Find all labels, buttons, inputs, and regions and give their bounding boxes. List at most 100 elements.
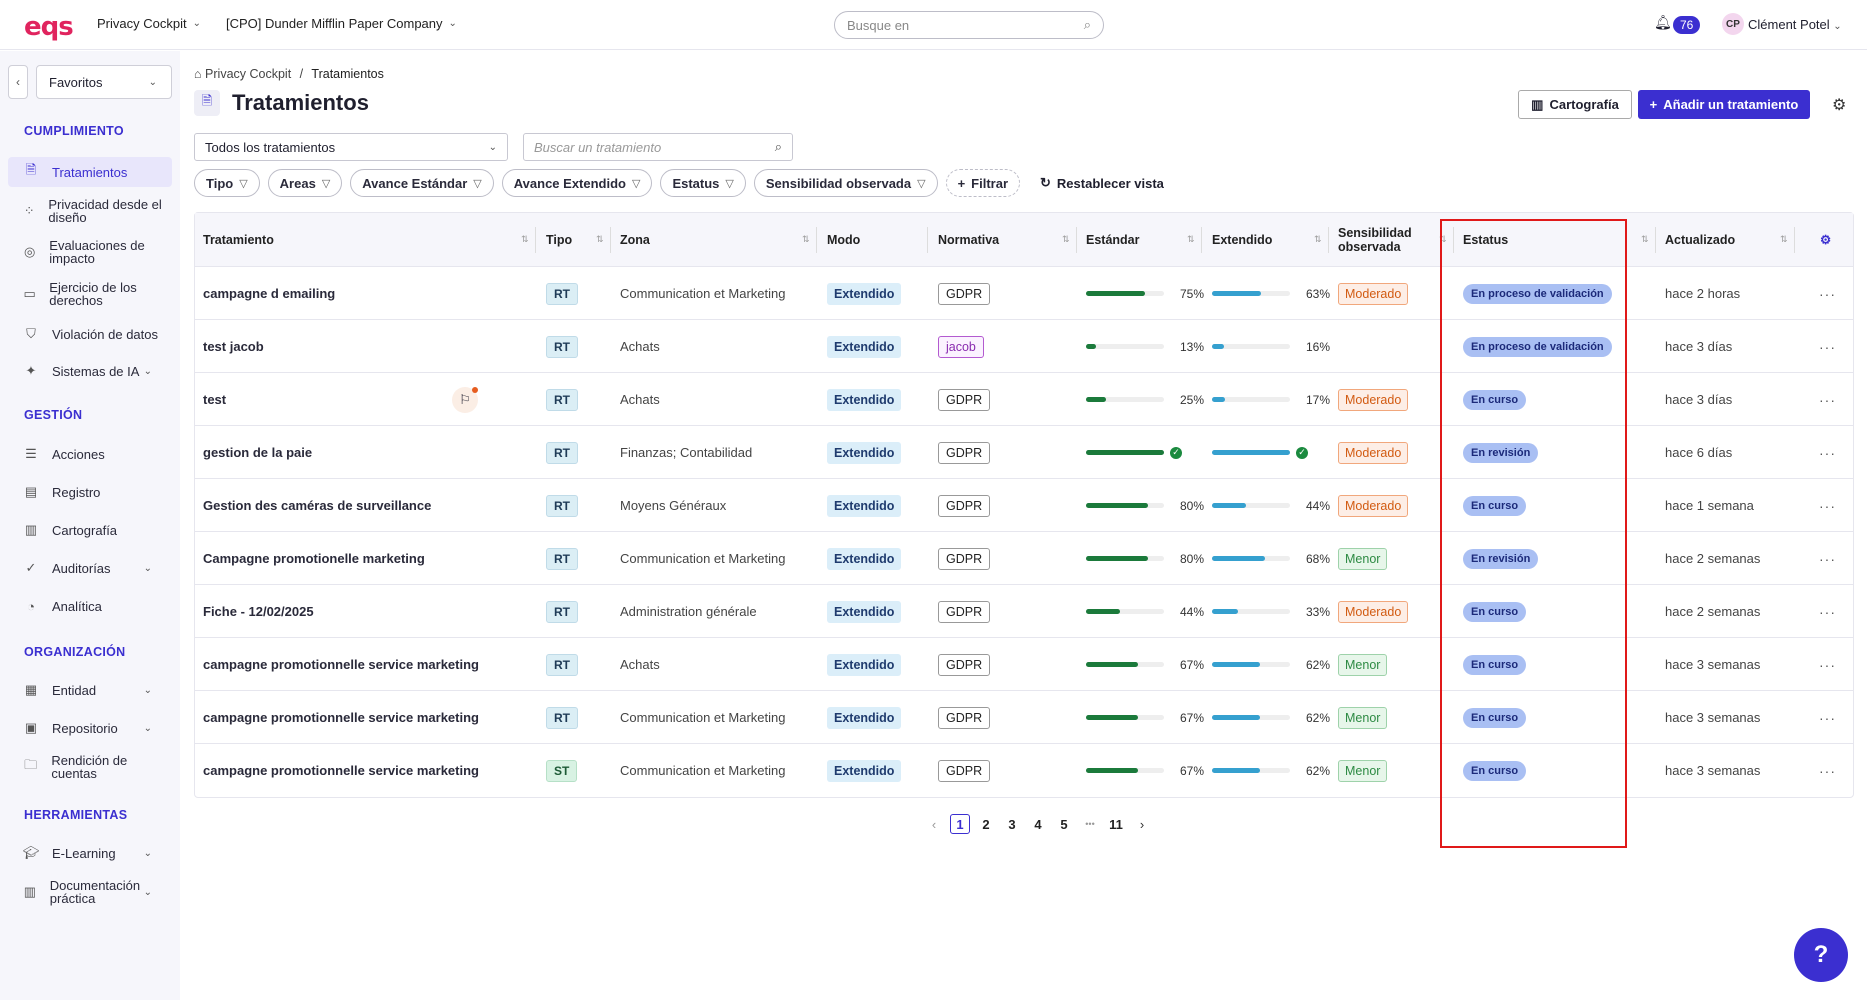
more-options-icon[interactable]: ··· (1819, 444, 1836, 461)
more-options-icon[interactable]: ··· (1819, 338, 1836, 355)
filter-chip-avance-estandar[interactable]: Avance Estándar ▽ (350, 169, 494, 197)
page-4[interactable]: 4 (1034, 816, 1042, 832)
header-sensibilidad[interactable]: Sensibilidad observada (1338, 225, 1412, 254)
treatment-name[interactable]: campagne promotionnelle service marketin… (203, 657, 479, 672)
sidebar-item-evaluaciones[interactable]: ◎ Evaluaciones de impacto (8, 238, 172, 266)
header-extendido[interactable]: Extendido (1212, 232, 1273, 247)
treatment-name[interactable]: test jacob (203, 339, 264, 354)
sidebar-item-acciones[interactable]: ☰ Acciones (8, 444, 172, 464)
breadcrumb-root[interactable]: Privacy Cockpit (205, 67, 292, 81)
filter-chip-areas[interactable]: Areas ▽ (267, 169, 343, 197)
page-1[interactable]: 1 (950, 814, 970, 834)
sidebar-item-privacidad[interactable]: ⁘ Privacidad desde el diseño (8, 197, 172, 225)
sidebar-item-analitica[interactable]: ◔ Analítica (8, 596, 172, 616)
filter-chip-avance-extendido[interactable]: Avance Extendido ▽ (501, 169, 653, 197)
page-3[interactable]: 3 (1008, 816, 1016, 832)
table-row[interactable]: campagne promotionnelle service marketin… (195, 744, 1853, 797)
app-selector[interactable]: Privacy Cockpit ⌄ (97, 16, 201, 31)
page-last[interactable]: 11 (1109, 816, 1123, 832)
sidebar-item-cartografia[interactable]: ▥ Cartografía (8, 520, 172, 540)
table-row[interactable]: test jacob RT Achats Extendido jacob 13% 16% En… (195, 320, 1853, 373)
page-2[interactable]: 2 (982, 816, 990, 832)
header-actualizado[interactable]: Actualizado (1665, 232, 1736, 247)
more-options-icon[interactable]: ··· (1819, 497, 1836, 514)
table-row[interactable]: Campagne promotionelle marketing RT Commun… (195, 532, 1853, 585)
cartography-button[interactable]: ▥ Cartografía (1518, 90, 1632, 119)
more-options-icon[interactable]: ··· (1819, 285, 1836, 302)
filter-chip-estatus[interactable]: Estatus ▽ (660, 169, 746, 197)
sidebar-item-sistemas-ia[interactable]: ✦ Sistemas de IA ⌄ (8, 361, 172, 381)
header-normativa[interactable]: Normativa (938, 232, 1000, 247)
collapse-sidebar-button[interactable]: ‹ (8, 65, 28, 99)
filter-chip-tipo[interactable]: Tipo ▽ (194, 169, 260, 197)
table-row[interactable]: campagne promotionnelle service marketin… (195, 638, 1853, 691)
sort-icon[interactable]: ⇅ (1780, 234, 1788, 244)
treatment-name[interactable]: test (203, 392, 227, 407)
eqs-logo[interactable]: eqs (24, 12, 74, 42)
table-row[interactable]: Fiche - 12/02/2025 RT Administration génér… (195, 585, 1853, 638)
sidebar-item-repositorio[interactable]: ▣ Repositorio ⌄ (8, 718, 172, 738)
avatar[interactable]: CP (1722, 13, 1744, 35)
bell-icon[interactable]: 🔔︎ (1654, 14, 1672, 30)
table-row[interactable]: test ⚐ RT Achats Extendido GDPR 25% 17% Moderado… (195, 373, 1853, 426)
header-estatus[interactable]: Estatus (1463, 232, 1509, 247)
more-options-icon[interactable]: ··· (1819, 391, 1836, 408)
help-chat-button[interactable]: ? (1794, 928, 1848, 982)
treatment-name[interactable]: Campagne promotionelle marketing (203, 551, 425, 566)
sidebar-item-auditorias[interactable]: ✓ Auditorías ⌄ (8, 558, 172, 578)
sort-icon[interactable]: ⇅ (802, 234, 810, 244)
sidebar-item-entidad[interactable]: ▦ Entidad ⌄ (8, 680, 172, 700)
pagination-ellipsis[interactable]: ••• (1085, 819, 1095, 829)
treatment-name[interactable]: Fiche - 12/02/2025 (203, 604, 314, 619)
treatment-name[interactable]: campagne promotionnelle service marketin… (203, 710, 479, 725)
sort-icon[interactable]: ⇅ (1641, 234, 1649, 244)
header-estandar[interactable]: Estándar (1086, 232, 1140, 247)
more-options-icon[interactable]: ··· (1819, 550, 1836, 567)
table-row[interactable]: Gestion des caméras de surveillance RT Moy… (195, 479, 1853, 532)
page-5[interactable]: 5 (1060, 816, 1068, 832)
sort-icon[interactable]: ⇅ (1187, 234, 1195, 244)
prev-page-button[interactable]: ‹ (931, 816, 937, 832)
reset-view-button[interactable]: ↻ Restablecer vista (1040, 175, 1164, 191)
filter-chip-sensibilidad[interactable]: Sensibilidad observada ▽ (753, 169, 938, 197)
sidebar-item-violacion[interactable]: ⛉ Violación de datos (8, 324, 172, 344)
column-settings-gear-icon[interactable]: ⚙ (1820, 232, 1832, 247)
company-selector[interactable]: [CPO] Dunder Mifflin Paper Company ⌄ (226, 16, 457, 31)
flag-icon[interactable]: ⚐ (452, 386, 478, 413)
more-options-icon[interactable]: ··· (1819, 709, 1836, 726)
more-options-icon[interactable]: ··· (1819, 603, 1836, 620)
treatment-name[interactable]: gestion de la paie (203, 445, 313, 460)
sidebar-item-tratamientos[interactable]: 🗎︎ Tratamientos (8, 157, 172, 187)
add-treatment-button[interactable]: + Añadir un tratamiento (1638, 90, 1810, 119)
sort-icon[interactable]: ⇅ (1314, 234, 1322, 244)
favorites-dropdown[interactable]: Favoritos ⌄ (36, 65, 172, 99)
more-options-icon[interactable]: ··· (1819, 762, 1836, 779)
view-select[interactable]: Todos los tratamientos ⌄ (194, 133, 508, 161)
global-search-input[interactable]: Busque en ⌕ (834, 11, 1104, 39)
sort-icon[interactable]: ⇅ (1062, 234, 1070, 244)
header-tipo[interactable]: Tipo (546, 232, 573, 247)
more-options-icon[interactable]: ··· (1819, 656, 1836, 673)
treatment-search-input[interactable]: Buscar un tratamiento ⌕ (523, 133, 793, 161)
user-menu[interactable]: Clément Potel ⌄ (1748, 17, 1842, 32)
sort-icon[interactable]: ⇅ (521, 234, 529, 244)
notification-count-badge[interactable]: 76 (1673, 16, 1701, 34)
sidebar-item-rendicion[interactable]: 🗀︎ Rendición de cuentas (8, 753, 172, 781)
sort-icon[interactable]: ⇅ (596, 234, 604, 244)
header-tratamiento[interactable]: Tratamiento (203, 232, 274, 247)
sidebar-item-elearning[interactable]: 🎓︎ E-Learning ⌄ (8, 843, 172, 863)
next-page-button[interactable]: › (1139, 816, 1145, 832)
treatment-name[interactable]: campagne d emailing (203, 286, 336, 301)
gear-icon[interactable]: ⚙ (1832, 97, 1847, 114)
sort-icon[interactable]: ⇅ (1439, 234, 1447, 244)
table-row[interactable]: gestion de la paie RT Finanzas; Contabilid… (195, 426, 1853, 479)
add-filter-button[interactable]: + Filtrar (945, 169, 1021, 197)
sidebar-item-documentacion[interactable]: ▥ Documentación práctica ⌄ (8, 878, 172, 906)
sidebar-item-derechos[interactable]: ▭ Ejercicio de los derechos (8, 280, 172, 308)
table-row[interactable]: campagne d emailing RT Communication et Ma… (195, 267, 1853, 320)
table-row[interactable]: campagne promotionnelle service marketin… (195, 691, 1853, 744)
treatment-name[interactable]: Gestion des caméras de surveillance (203, 498, 432, 513)
sidebar-item-registro[interactable]: ▤ Registro (8, 482, 172, 502)
treatment-name[interactable]: campagne promotionnelle service marketin… (203, 763, 479, 778)
header-zona[interactable]: Zona (620, 232, 650, 247)
